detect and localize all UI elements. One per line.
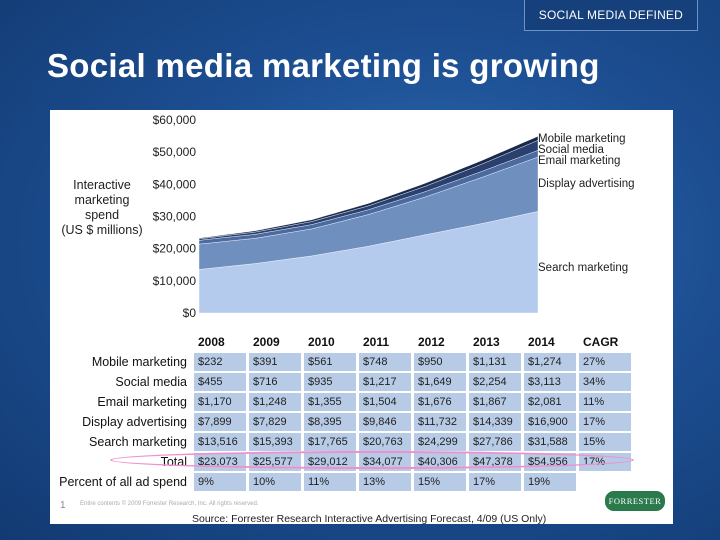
y-tick-label: $40,000 — [153, 177, 197, 191]
row-label: Search marketing — [89, 435, 187, 449]
table-cell: 17% — [469, 473, 521, 491]
page-number: 1 — [60, 500, 66, 511]
table-cell: 9% — [194, 473, 246, 491]
y-tick-label: $0 — [183, 306, 197, 320]
y-tick-label: $50,000 — [153, 145, 197, 159]
table-cell — [579, 473, 631, 491]
table-cell: $31,588 — [524, 433, 576, 451]
table-cell: $17,765 — [304, 433, 356, 451]
series-label-social-media: Social media — [538, 144, 604, 156]
table-cell: 34% — [579, 373, 631, 391]
table-row: Email marketing $1,170 $1,248 $1,355 $1,504 $… — [53, 393, 631, 411]
table-cell: $11,732 — [414, 413, 466, 431]
table-cell: $935 — [304, 373, 356, 391]
y-tick-label: $30,000 — [153, 210, 197, 224]
total-row-highlight — [110, 451, 634, 469]
column-header: 2009 — [253, 335, 280, 349]
area-mobile-marketing — [198, 135, 539, 240]
column-header: 2012 — [418, 335, 445, 349]
chart-panel: Interactive marketing spend (US $ millio… — [50, 110, 673, 525]
table-cell: $7,829 — [249, 413, 301, 431]
y-axis-title-line: (US $ millions) — [61, 223, 143, 237]
table-row: Percent of all ad spend 9% 10% 11% 13% 15% 17%… — [53, 473, 631, 491]
series-label-display-advertising: Display advertising — [538, 178, 635, 190]
table-cell: $561 — [304, 353, 356, 371]
table-cell: 11% — [579, 393, 631, 411]
table-corner — [53, 333, 191, 351]
row-label: Display advertising — [82, 415, 187, 429]
y-tick-label: $20,000 — [153, 242, 197, 256]
table-cell: $2,081 — [524, 393, 576, 411]
table-row: Social media $455 $716 $935 $1,217 $1,649 $2,2… — [53, 373, 631, 391]
table-cell: $15,393 — [249, 433, 301, 451]
table-cell: $1,248 — [249, 393, 301, 411]
table-cell: $20,763 — [359, 433, 411, 451]
y-axis-title-line: Interactive — [73, 178, 131, 192]
table-cell: 17% — [579, 413, 631, 431]
table-cell: 27% — [579, 353, 631, 371]
page-title: Social media marketing is growing — [47, 47, 600, 84]
forrester-logo: FORRESTER — [605, 491, 665, 511]
copyright-note: Entire contents © 2009 Forrester Researc… — [80, 501, 259, 507]
table-cell: $716 — [249, 373, 301, 391]
table-cell: $1,867 — [469, 393, 521, 411]
table-cell: $8,395 — [304, 413, 356, 431]
column-header: CAGR — [583, 335, 619, 349]
table-cell: $13,516 — [194, 433, 246, 451]
table-cell: $1,649 — [414, 373, 466, 391]
stacked-area-chart: $60,000 $50,000 $40,000 $30,000 $20,000 $10,0… — [153, 113, 635, 320]
table-cell: $24,299 — [414, 433, 466, 451]
section-tag: SOCIAL MEDIA DEFINED — [523, 0, 698, 31]
y-tick-label: $10,000 — [153, 274, 197, 288]
table-cell: 15% — [579, 433, 631, 451]
y-axis-title-line: spend — [84, 208, 120, 222]
table-row: Display advertising $7,899 $7,829 $8,395 $9,… — [53, 413, 631, 431]
series-label-mobile-marketing: Mobile marketing — [538, 133, 626, 145]
table-row: Search marketing $13,516 $15,393 $17,765 $20… — [53, 433, 631, 451]
table-cell: $1,217 — [359, 373, 411, 391]
column-header: 2008 — [198, 335, 225, 349]
table-cell: $455 — [194, 373, 246, 391]
table-cell: $2,254 — [469, 373, 521, 391]
column-header: 2010 — [308, 335, 335, 349]
column-header: 2013 — [473, 335, 500, 349]
table-cell: $14,339 — [469, 413, 521, 431]
table-cell: $27,786 — [469, 433, 521, 451]
table-cell: $3,113 — [524, 373, 576, 391]
table-row: Mobile marketing $232 $391 $561 $748 $950 $1,1… — [53, 353, 631, 371]
row-label: Mobile marketing — [91, 355, 187, 369]
table-cell: 19% — [524, 473, 576, 491]
table-cell: $9,846 — [359, 413, 411, 431]
table-cell: 10% — [249, 473, 301, 491]
table-cell: $7,899 — [194, 413, 246, 431]
table-cell: $1,131 — [469, 353, 521, 371]
table-cell: $1,355 — [304, 393, 356, 411]
row-label: Email marketing — [97, 395, 187, 409]
table-cell: $391 — [249, 353, 301, 371]
table-cell: $1,274 — [524, 353, 576, 371]
series-label-search-marketing: Search marketing — [538, 262, 628, 274]
table-cell: 11% — [304, 473, 356, 491]
y-axis-title: Interactive marketing spend (US $ millio… — [58, 178, 146, 238]
column-header: 2014 — [528, 335, 555, 349]
table-cell: 15% — [414, 473, 466, 491]
table-cell: $748 — [359, 353, 411, 371]
table-cell: $950 — [414, 353, 466, 371]
table-cell: $1,170 — [194, 393, 246, 411]
series-label-email-marketing: Email marketing — [538, 155, 620, 167]
table-cell: $1,676 — [414, 393, 466, 411]
column-header: 2011 — [363, 335, 390, 349]
table-header-row: 2008 2009 2010 2011 2012 2013 2014 CAGR — [53, 333, 631, 351]
row-label: Social media — [115, 375, 187, 389]
y-axis-title-line: marketing — [74, 193, 130, 207]
table-cell: $16,900 — [524, 413, 576, 431]
table-cell: $1,504 — [359, 393, 411, 411]
y-tick-label: $60,000 — [153, 113, 197, 127]
source-note: Source: Forrester Research Interactive A… — [192, 513, 547, 525]
table-cell: $232 — [194, 353, 246, 371]
row-label: Percent of all ad spend — [59, 475, 187, 489]
table-cell: 13% — [359, 473, 411, 491]
